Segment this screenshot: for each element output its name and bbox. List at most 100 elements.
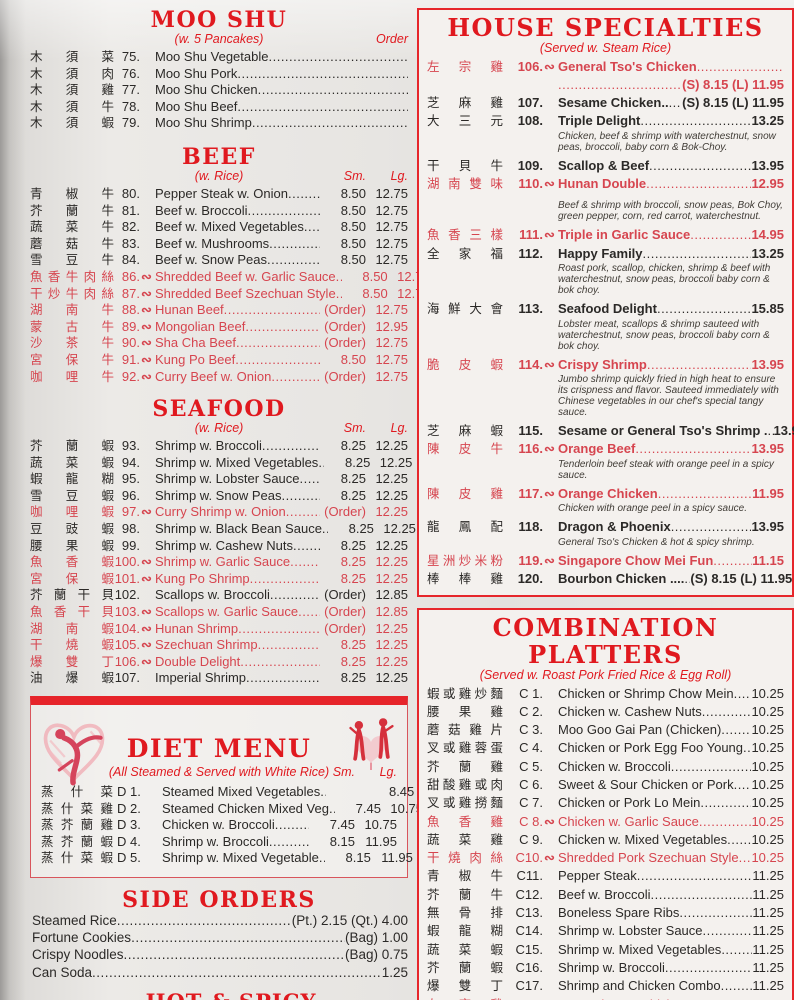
item-price: 11.25	[752, 996, 784, 1000]
chinese-character: 干	[30, 286, 43, 301]
dot-leader	[671, 518, 752, 535]
hot-and-spicy-label: HOT & SPICY	[146, 989, 317, 1000]
item-name: Scallops w. Broccoli	[155, 587, 270, 603]
item-number: C14.	[515, 923, 543, 939]
item-name: Shrimp w. Garlic Sauce	[155, 554, 291, 570]
item-name: Sesame Chicken..	[558, 94, 669, 110]
section-title: COMBINATION PLATTERS	[492, 612, 719, 669]
menu-item: 芥 蘭 雞 C 5. Chicken w. Broccoli 10.25	[427, 758, 784, 776]
item-price-small: 7.45	[329, 817, 355, 833]
chinese-character: 宮	[30, 571, 43, 586]
item-name: Crispy Noodles	[32, 947, 124, 963]
chinese-character: 宗	[458, 60, 472, 74]
menu-item: Fortune Cookies (Bag) 1.00	[30, 929, 408, 946]
item-price-large: 12.75	[375, 252, 408, 268]
dot-leader	[275, 817, 309, 834]
item-chinese-name: 油爆蝦	[30, 670, 114, 687]
chinese-character: 脆	[427, 357, 440, 372]
item-number: C 7.	[519, 795, 543, 811]
chinese-character: 湖	[30, 303, 43, 318]
item-name: Moo Goo Gai Pan (Chicken)	[558, 722, 722, 738]
chinese-character: 豆	[65, 488, 79, 503]
house-specialties-box: HOUSE SPECIALTIES (Served w. Steam Rice)…	[417, 8, 794, 597]
item-name: Shrimp and Chicken Combo	[558, 978, 721, 994]
item-price-small: 8.25	[345, 454, 371, 470]
item-price: 10.25	[751, 795, 784, 811]
item-number: 90.	[121, 335, 140, 351]
chinese-character: 果	[65, 538, 79, 553]
item-number: 117.	[518, 485, 543, 501]
chinese-character: 香	[47, 269, 61, 284]
chinese-character: 蝦	[101, 538, 114, 553]
chinese-character: 福	[490, 246, 503, 261]
item-number: D 3.	[117, 817, 141, 833]
chili-pepper-icon: ∾	[544, 485, 555, 501]
gymnast-figure-icon	[43, 723, 105, 786]
chinese-character: 豉	[65, 522, 79, 537]
menu-item: 木 須 雞 77. Moo Shu Chicken	[30, 82, 408, 99]
item-chinese-name: 芥蘭牛	[427, 887, 503, 904]
chinese-character: 雞	[469, 723, 482, 738]
dot-leader	[739, 849, 752, 866]
dot-leader	[245, 319, 320, 336]
chinese-character: 貝	[101, 588, 114, 603]
item-chinese-name: 蝦或雞炒麵	[427, 686, 503, 703]
item-name: Beef w. Snow Peas	[155, 252, 268, 268]
item-number: 105.	[114, 637, 140, 653]
chinese-character: 皮	[458, 442, 472, 457]
chinese-character: 牛	[490, 442, 503, 457]
chinese-character: 雞	[490, 759, 503, 774]
chinese-character: 龍	[65, 472, 79, 487]
item-number: 79.	[121, 115, 140, 131]
item-number: 97.	[121, 504, 140, 520]
item-name: Beef w. Broccoli	[155, 202, 248, 218]
item-number: C 6.	[519, 776, 543, 792]
section-beef: BEEF (w. Rice) Sm. Lg. 青椒牛 80. Pepper Stea…	[30, 145, 430, 385]
chinese-character: 皮	[458, 486, 472, 501]
menu-item: 青 椒 牛 C11. Pepper Steak 11.25	[427, 867, 784, 885]
dot-leader	[558, 76, 682, 93]
item-number: 94.	[121, 454, 140, 470]
item-chinese-name: 湖南雙味	[427, 176, 503, 193]
item-chinese-name: 魚香雞	[427, 814, 503, 831]
chinese-character: 菇	[448, 723, 461, 738]
item-chinese-name: 蒸什菜	[41, 784, 113, 801]
chinese-character: 爆	[427, 979, 440, 994]
chinese-character: 豆	[30, 522, 43, 537]
chinese-character: 三	[458, 114, 472, 129]
item-price-small: 8.50	[362, 285, 388, 301]
item-price-large: 12.75	[375, 185, 408, 201]
menu-item: Steamed Rice (Pt.) 2.15 (Qt.) 4.00	[30, 912, 408, 929]
item-price: 11.25	[752, 905, 784, 921]
dot-leader	[281, 488, 320, 505]
item-number: 76.	[121, 65, 140, 81]
hot-and-spicy-note: ∾ HOT & SPICY	[30, 989, 408, 1000]
chinese-character: 雞	[490, 832, 503, 847]
chili-pepper-icon: ∾	[544, 227, 555, 243]
chinese-character: 菜	[65, 220, 79, 235]
dot-leader	[246, 670, 320, 687]
item-price: (Bag) 0.75	[344, 947, 408, 963]
chinese-character: 家	[458, 246, 472, 261]
item-number: 91.	[121, 351, 140, 367]
chinese-character: 丁	[490, 979, 503, 994]
item-chinese-name: 叉或雞撈麵	[427, 795, 503, 812]
item-number: 93.	[121, 438, 140, 454]
menu-item: 腰 果 蝦 99. Shrimp w. Cashew Nuts 8.25 12.25	[30, 538, 408, 555]
item-number: 77.	[121, 82, 140, 98]
item-price-large: 12.75	[375, 335, 408, 351]
chinese-character: 蘭	[458, 759, 472, 774]
item-chinese-name: 爆雙丁	[427, 978, 503, 995]
chinese-character: 酸	[442, 777, 456, 792]
chinese-character: 蝦	[427, 686, 440, 701]
chinese-character: 蝦	[101, 522, 114, 537]
item-name: Beef w. Mushrooms	[155, 235, 270, 251]
chinese-character: 香	[65, 555, 79, 570]
dot-leader	[250, 571, 320, 588]
chinese-character: 爆	[30, 654, 43, 669]
